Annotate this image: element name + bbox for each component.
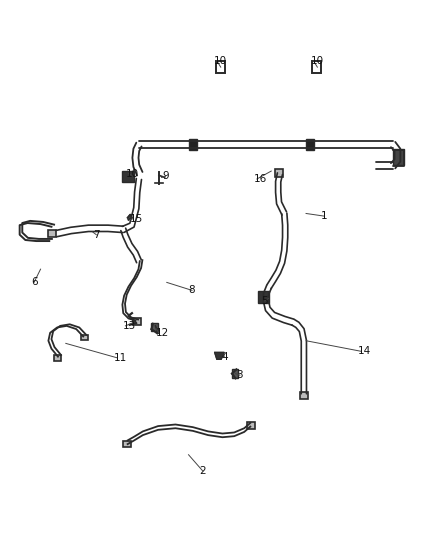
- Bar: [151, 323, 158, 331]
- Text: 10: 10: [214, 56, 227, 66]
- Text: 9: 9: [162, 172, 169, 181]
- FancyBboxPatch shape: [123, 441, 131, 447]
- Text: 6: 6: [31, 277, 38, 287]
- Text: 3: 3: [237, 370, 243, 380]
- Text: 1: 1: [321, 211, 328, 221]
- FancyBboxPatch shape: [133, 318, 141, 325]
- Bar: [189, 139, 197, 150]
- Polygon shape: [215, 352, 224, 359]
- Bar: [312, 61, 321, 73]
- Text: 10: 10: [125, 169, 138, 179]
- Text: 16: 16: [254, 174, 267, 184]
- Bar: [393, 149, 404, 165]
- FancyBboxPatch shape: [275, 169, 283, 177]
- FancyBboxPatch shape: [247, 422, 255, 429]
- Polygon shape: [127, 215, 132, 220]
- Bar: [232, 369, 238, 378]
- FancyBboxPatch shape: [81, 335, 88, 341]
- Text: 2: 2: [199, 466, 206, 475]
- FancyBboxPatch shape: [300, 392, 308, 399]
- Text: 13: 13: [122, 321, 136, 331]
- Text: 4: 4: [221, 352, 228, 361]
- Bar: [215, 61, 225, 73]
- Text: 15: 15: [130, 214, 143, 224]
- Text: 8: 8: [188, 285, 195, 295]
- Text: 11: 11: [114, 353, 127, 362]
- FancyBboxPatch shape: [47, 230, 56, 237]
- Text: 10: 10: [311, 56, 324, 66]
- Bar: [307, 139, 314, 150]
- Bar: [121, 171, 134, 182]
- Bar: [258, 292, 269, 303]
- Text: 5: 5: [261, 296, 268, 306]
- Text: 12: 12: [156, 328, 169, 338]
- FancyBboxPatch shape: [54, 356, 61, 361]
- Text: 14: 14: [358, 346, 371, 357]
- Text: 7: 7: [93, 230, 99, 240]
